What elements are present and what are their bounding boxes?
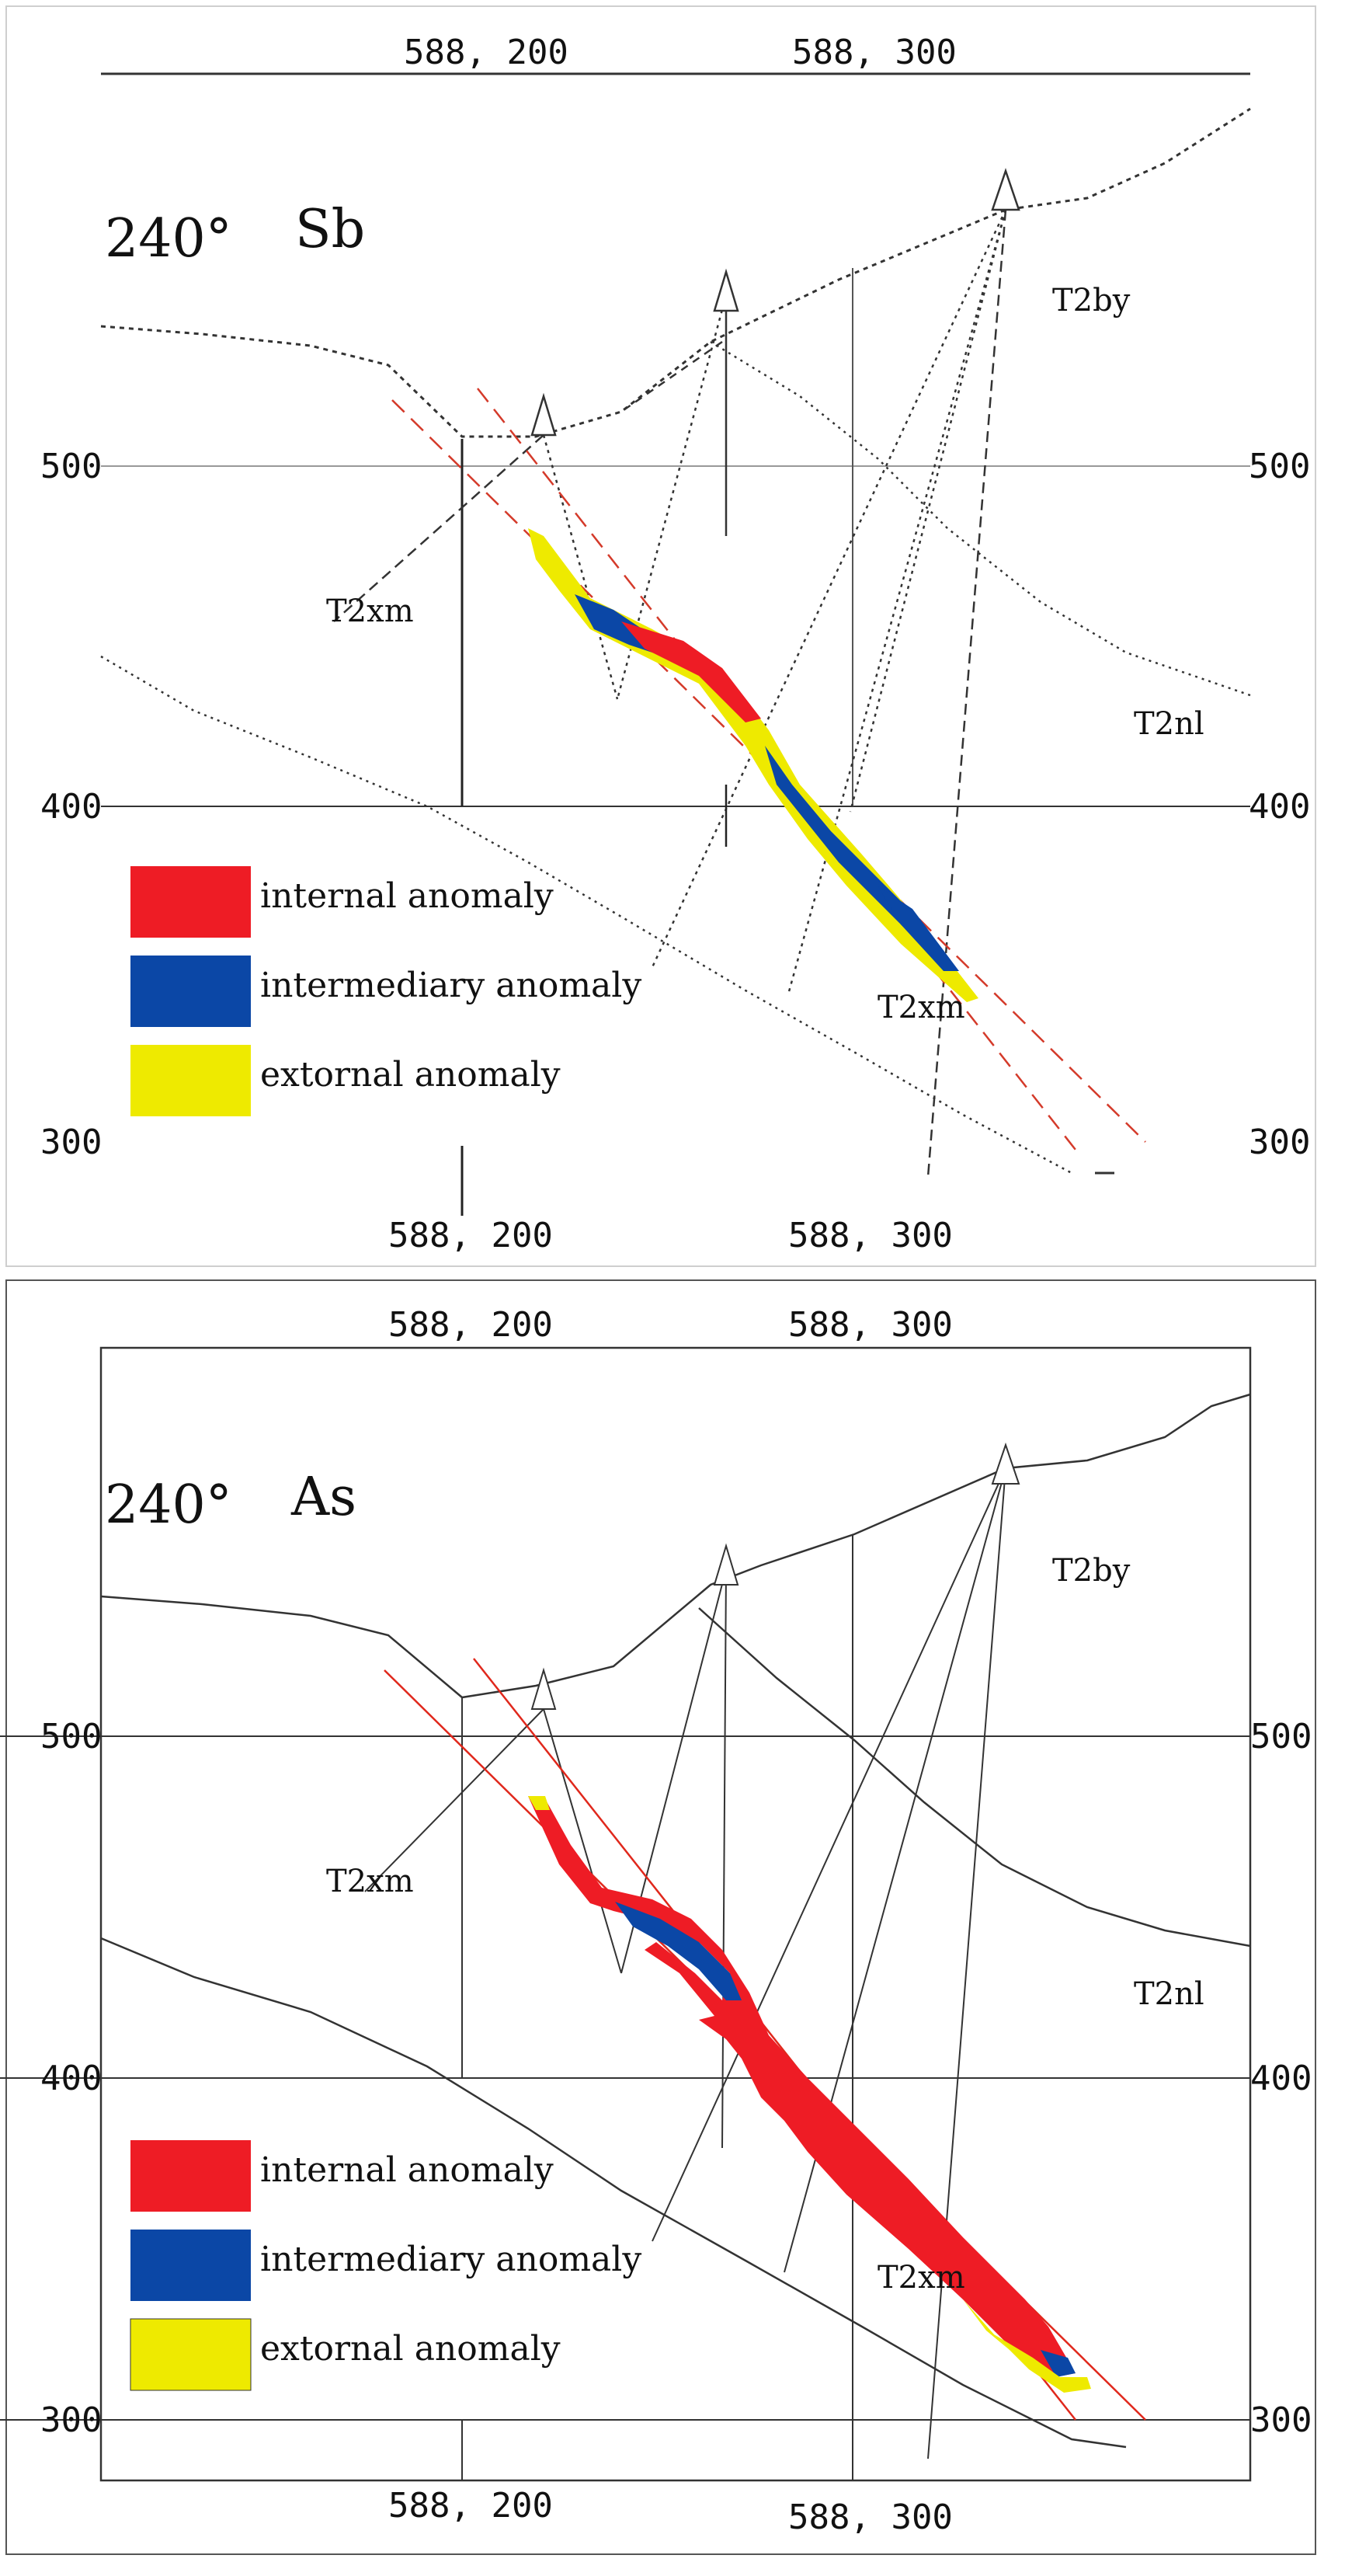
as-section-panel: 588, 200 588, 300 588, 200 588, 300 500 … <box>0 1279 1316 2555</box>
bottom-easting-label-2: 588, 300 <box>788 1216 953 1255</box>
as-anomaly-body <box>528 1796 1091 2393</box>
drill-collars <box>530 1442 1020 1710</box>
unit-label-t2xm-upper: T2xm <box>326 1864 414 1899</box>
element-label: Sb <box>295 199 365 260</box>
legend-swatch-extornal <box>130 1045 251 1116</box>
unit-label-t2by: T2by <box>1052 1553 1131 1589</box>
elev-right-300: 300 <box>1250 2400 1312 2440</box>
legend-label-intermediary: intermediary anomaly <box>260 966 641 1005</box>
legend-label-extornal: extornal anomaly <box>260 2329 561 2369</box>
elev-left-300: 300 <box>40 2400 102 2440</box>
elev-left-400: 400 <box>40 2059 102 2098</box>
drill-holes <box>364 1467 1006 2459</box>
bottom-easting-label-2: 588, 300 <box>788 2498 953 2537</box>
legend-swatch-internal <box>130 2140 251 2212</box>
section-angle: 240° <box>105 208 232 270</box>
unit-label-t2nl: T2nl <box>1134 706 1204 742</box>
element-label: As <box>290 1467 356 1528</box>
unit-label-t2xm-upper: T2xm <box>326 594 414 629</box>
section-angle: 240° <box>105 1474 232 1536</box>
contact-line-t2by-t2nl <box>698 1607 1251 1948</box>
unit-label-t2nl: T2nl <box>1134 1976 1204 2012</box>
legend-label-internal: internal anomaly <box>260 2150 554 2190</box>
elev-right-300: 300 <box>1249 1123 1310 1162</box>
elev-right-500: 500 <box>1249 447 1310 486</box>
legend-swatch-intermediary <box>130 956 251 1027</box>
legend-swatch-extornal <box>130 2318 252 2391</box>
elev-right-400: 400 <box>1249 787 1310 827</box>
topography-line <box>100 1393 1251 1699</box>
top-easting-label-2: 588, 300 <box>788 1305 953 1345</box>
elev-left-300: 300 <box>40 1123 102 1162</box>
elev-left-400: 400 <box>40 787 102 827</box>
bottom-easting-label-1: 588, 200 <box>388 1216 553 1255</box>
unit-label-t2xm-lower: T2xm <box>878 2260 965 2296</box>
top-easting-label-1: 588, 200 <box>404 33 568 72</box>
legend-swatch-internal <box>130 866 251 938</box>
elev-right-500: 500 <box>1250 1717 1312 1756</box>
elev-right-400: 400 <box>1250 2059 1312 2098</box>
lower-boundary-line <box>100 1937 1127 2449</box>
unit-label-t2xm-lower: T2xm <box>878 990 965 1025</box>
contact-line-t2by-t2nl <box>710 340 1251 697</box>
legend: internal anomaly intermediary anomaly ex… <box>130 866 641 1116</box>
legend-label-extornal: extornal anomaly <box>260 1055 561 1095</box>
topography-line <box>100 107 1251 438</box>
legend-label-intermediary: intermediary anomaly <box>260 2240 641 2279</box>
elev-left-500: 500 <box>40 1717 102 1756</box>
top-easting-label-1: 588, 200 <box>388 1305 553 1345</box>
drill-holes <box>333 209 1007 1178</box>
top-easting-label-2: 588, 300 <box>792 33 957 72</box>
bottom-easting-label-1: 588, 200 <box>388 2486 553 2526</box>
legend-swatch-intermediary <box>130 2230 251 2301</box>
legend-label-internal: internal anomaly <box>260 876 554 916</box>
unit-label-t2by: T2by <box>1052 283 1131 319</box>
legend: internal anomaly intermediary anomaly ex… <box>130 2140 641 2391</box>
sb-anomaly-body <box>528 528 978 1002</box>
elev-left-500: 500 <box>40 447 102 486</box>
sb-section-panel: 588, 200 588, 300 588, 200 588, 300 500 … <box>5 5 1316 1267</box>
drill-collars <box>530 168 1020 437</box>
